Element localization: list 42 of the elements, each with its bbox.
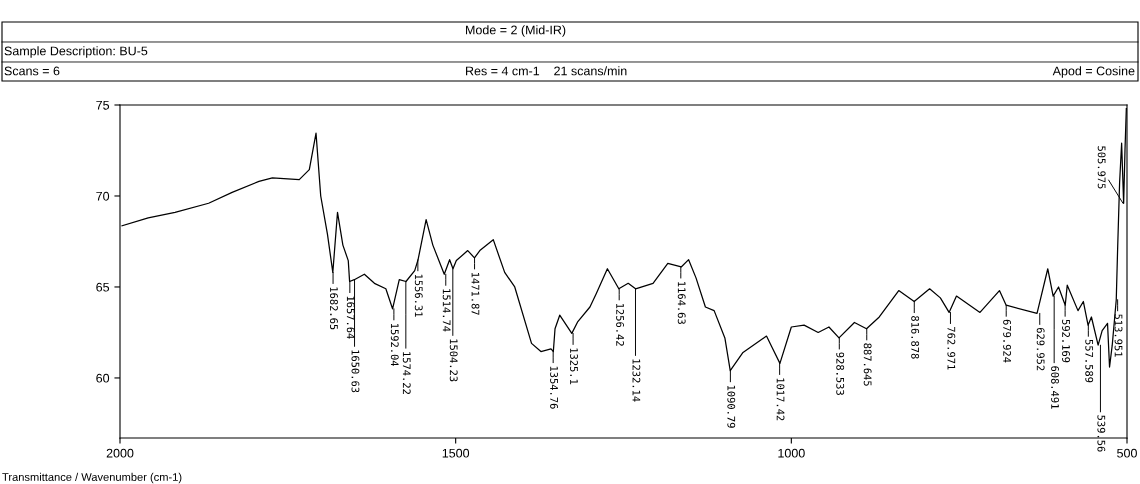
annotation: 557.589: [1085, 339, 1094, 383]
annotation: 1090.79: [727, 385, 736, 428]
x-axis-title: Transmittance / Wavenumber (cm-1): [2, 472, 182, 484]
annotation: 1514.74: [442, 289, 451, 332]
annotation: 629.952: [1036, 327, 1045, 371]
x-tick-label: 1000: [778, 448, 805, 458]
annotation: 1592.04: [390, 323, 399, 367]
text: Mode = 2 (Mid-IR): [466, 25, 566, 37]
x-tick-label: 1500: [442, 448, 470, 458]
annotation: 1556.31: [414, 274, 423, 317]
annotation: 1574.22: [402, 352, 411, 394]
text: Apod = Cosine: [1052, 66, 1135, 78]
text: Scans = 6: [4, 66, 60, 76]
annotation: 1325.1: [570, 348, 578, 385]
y-tick-label: 70: [96, 191, 110, 201]
y-tick-label: 60: [96, 373, 110, 383]
annotation: 539.56: [1097, 415, 1106, 452]
annotation: 592.169: [1062, 319, 1070, 363]
text: Res = 4 cm-1 21 scans/min: [466, 66, 627, 76]
annotation: 513.951: [1114, 314, 1123, 357]
annotation: 608.491: [1051, 366, 1059, 409]
annotation: 1232.14: [632, 359, 641, 402]
text: Sample Description: BU-5: [4, 46, 148, 58]
annotation: 1354.76: [550, 366, 558, 409]
annotation: 1471.87: [471, 272, 480, 315]
annotation: 1164.63: [677, 282, 686, 324]
annotation: 1657.64: [346, 296, 355, 339]
annotation: 1504.23: [449, 339, 458, 382]
y-tick-label: 75: [96, 100, 110, 110]
annotation: 1682.65: [330, 287, 338, 330]
annotation: 1017.42: [776, 378, 785, 421]
annotation: 679.924: [1003, 319, 1012, 363]
x-tick-label: 2000: [106, 448, 134, 458]
annotation: 928.533: [836, 352, 845, 395]
annotation: 1650.63: [351, 350, 360, 393]
annotation: 762.971: [947, 327, 956, 370]
annotation: 816.878: [911, 316, 920, 359]
y-tick-label: 65: [96, 282, 110, 292]
annotation: 887.645: [863, 343, 872, 386]
annotation: 505.975: [1097, 146, 1106, 189]
annotation: 1256.42: [616, 303, 625, 346]
x-tick-label: 500: [1117, 448, 1137, 458]
